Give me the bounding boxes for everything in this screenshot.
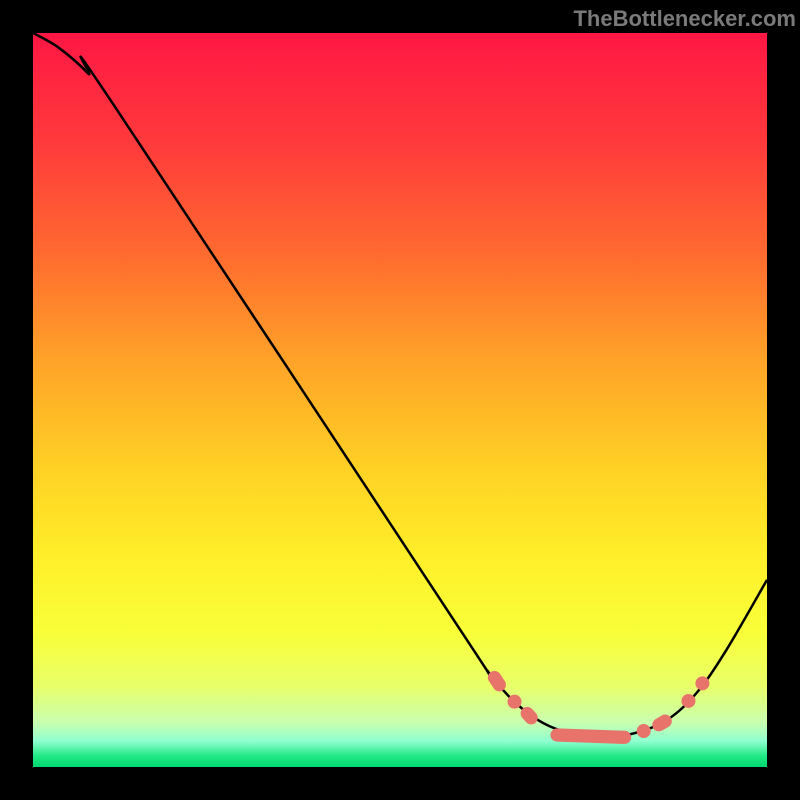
chart-frame: TheBottlenecker.com [0,0,800,800]
marker-dot [508,695,522,709]
marker-dot [637,724,651,738]
marker-pill [550,728,631,744]
watermark-text: TheBottlenecker.com [573,6,796,32]
marker-dot [681,694,695,708]
chart-plot [33,33,767,767]
chart-background [33,33,767,767]
marker-dot [695,676,709,690]
